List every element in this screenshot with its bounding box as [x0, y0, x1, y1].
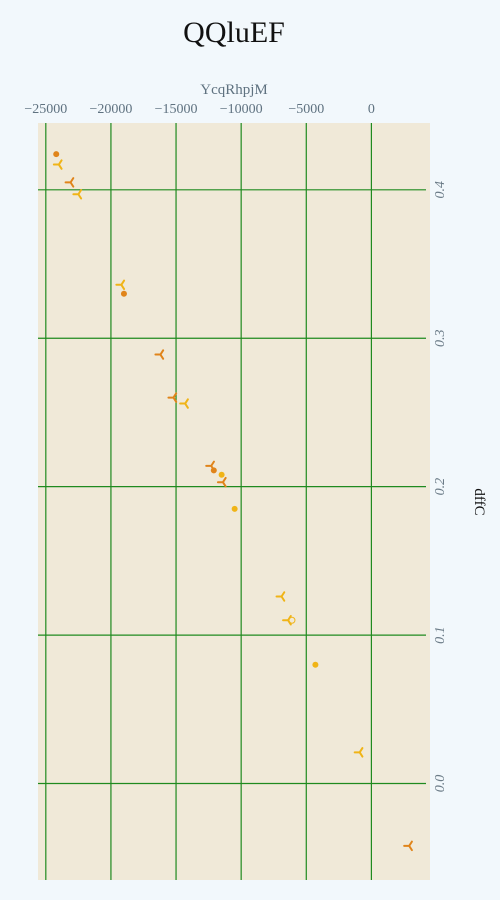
data-point — [120, 290, 127, 297]
y-tick-label: 0.4 — [433, 181, 448, 199]
x-tick-label: −20000 — [89, 102, 132, 117]
data-point — [64, 177, 75, 188]
data-point — [72, 188, 83, 200]
y-tick-label: 0.1 — [433, 626, 448, 644]
y-tick-labels: 0.0 0.1 0.2 0.3 0.4 — [433, 181, 448, 792]
y-tick-label: 0.0 — [433, 775, 448, 793]
y-axis-title: dffC — [471, 488, 487, 515]
data-point — [115, 279, 126, 291]
data-point — [218, 471, 225, 478]
y-tick-label: 0.3 — [433, 329, 448, 347]
data-point — [53, 151, 60, 158]
data-point — [288, 616, 296, 624]
data-point — [167, 392, 178, 403]
chart-title: QQluEF — [183, 16, 285, 49]
grid-lines — [38, 123, 426, 880]
data-point — [154, 349, 165, 360]
data-point — [179, 398, 189, 409]
data-point — [210, 467, 217, 474]
data-point — [275, 591, 286, 602]
plot-area — [38, 123, 430, 880]
data-point — [403, 840, 413, 852]
data-point — [353, 747, 364, 758]
data-point — [216, 476, 227, 488]
y-tick-label: 0.2 — [433, 478, 448, 496]
x-tick-labels: −25000 −20000 −15000 −10000 −5000 0 — [24, 102, 375, 117]
x-tick-label: −15000 — [155, 102, 198, 117]
x-tick-label: −5000 — [288, 102, 324, 117]
data-point — [312, 661, 319, 668]
x-axis-title: YcqRhpjM — [200, 82, 268, 98]
data-point — [231, 505, 238, 512]
data-points — [52, 151, 413, 852]
x-tick-label: 0 — [368, 102, 375, 117]
data-point — [52, 159, 63, 170]
x-tick-label: −10000 — [220, 102, 263, 117]
x-tick-label: −25000 — [24, 102, 67, 117]
